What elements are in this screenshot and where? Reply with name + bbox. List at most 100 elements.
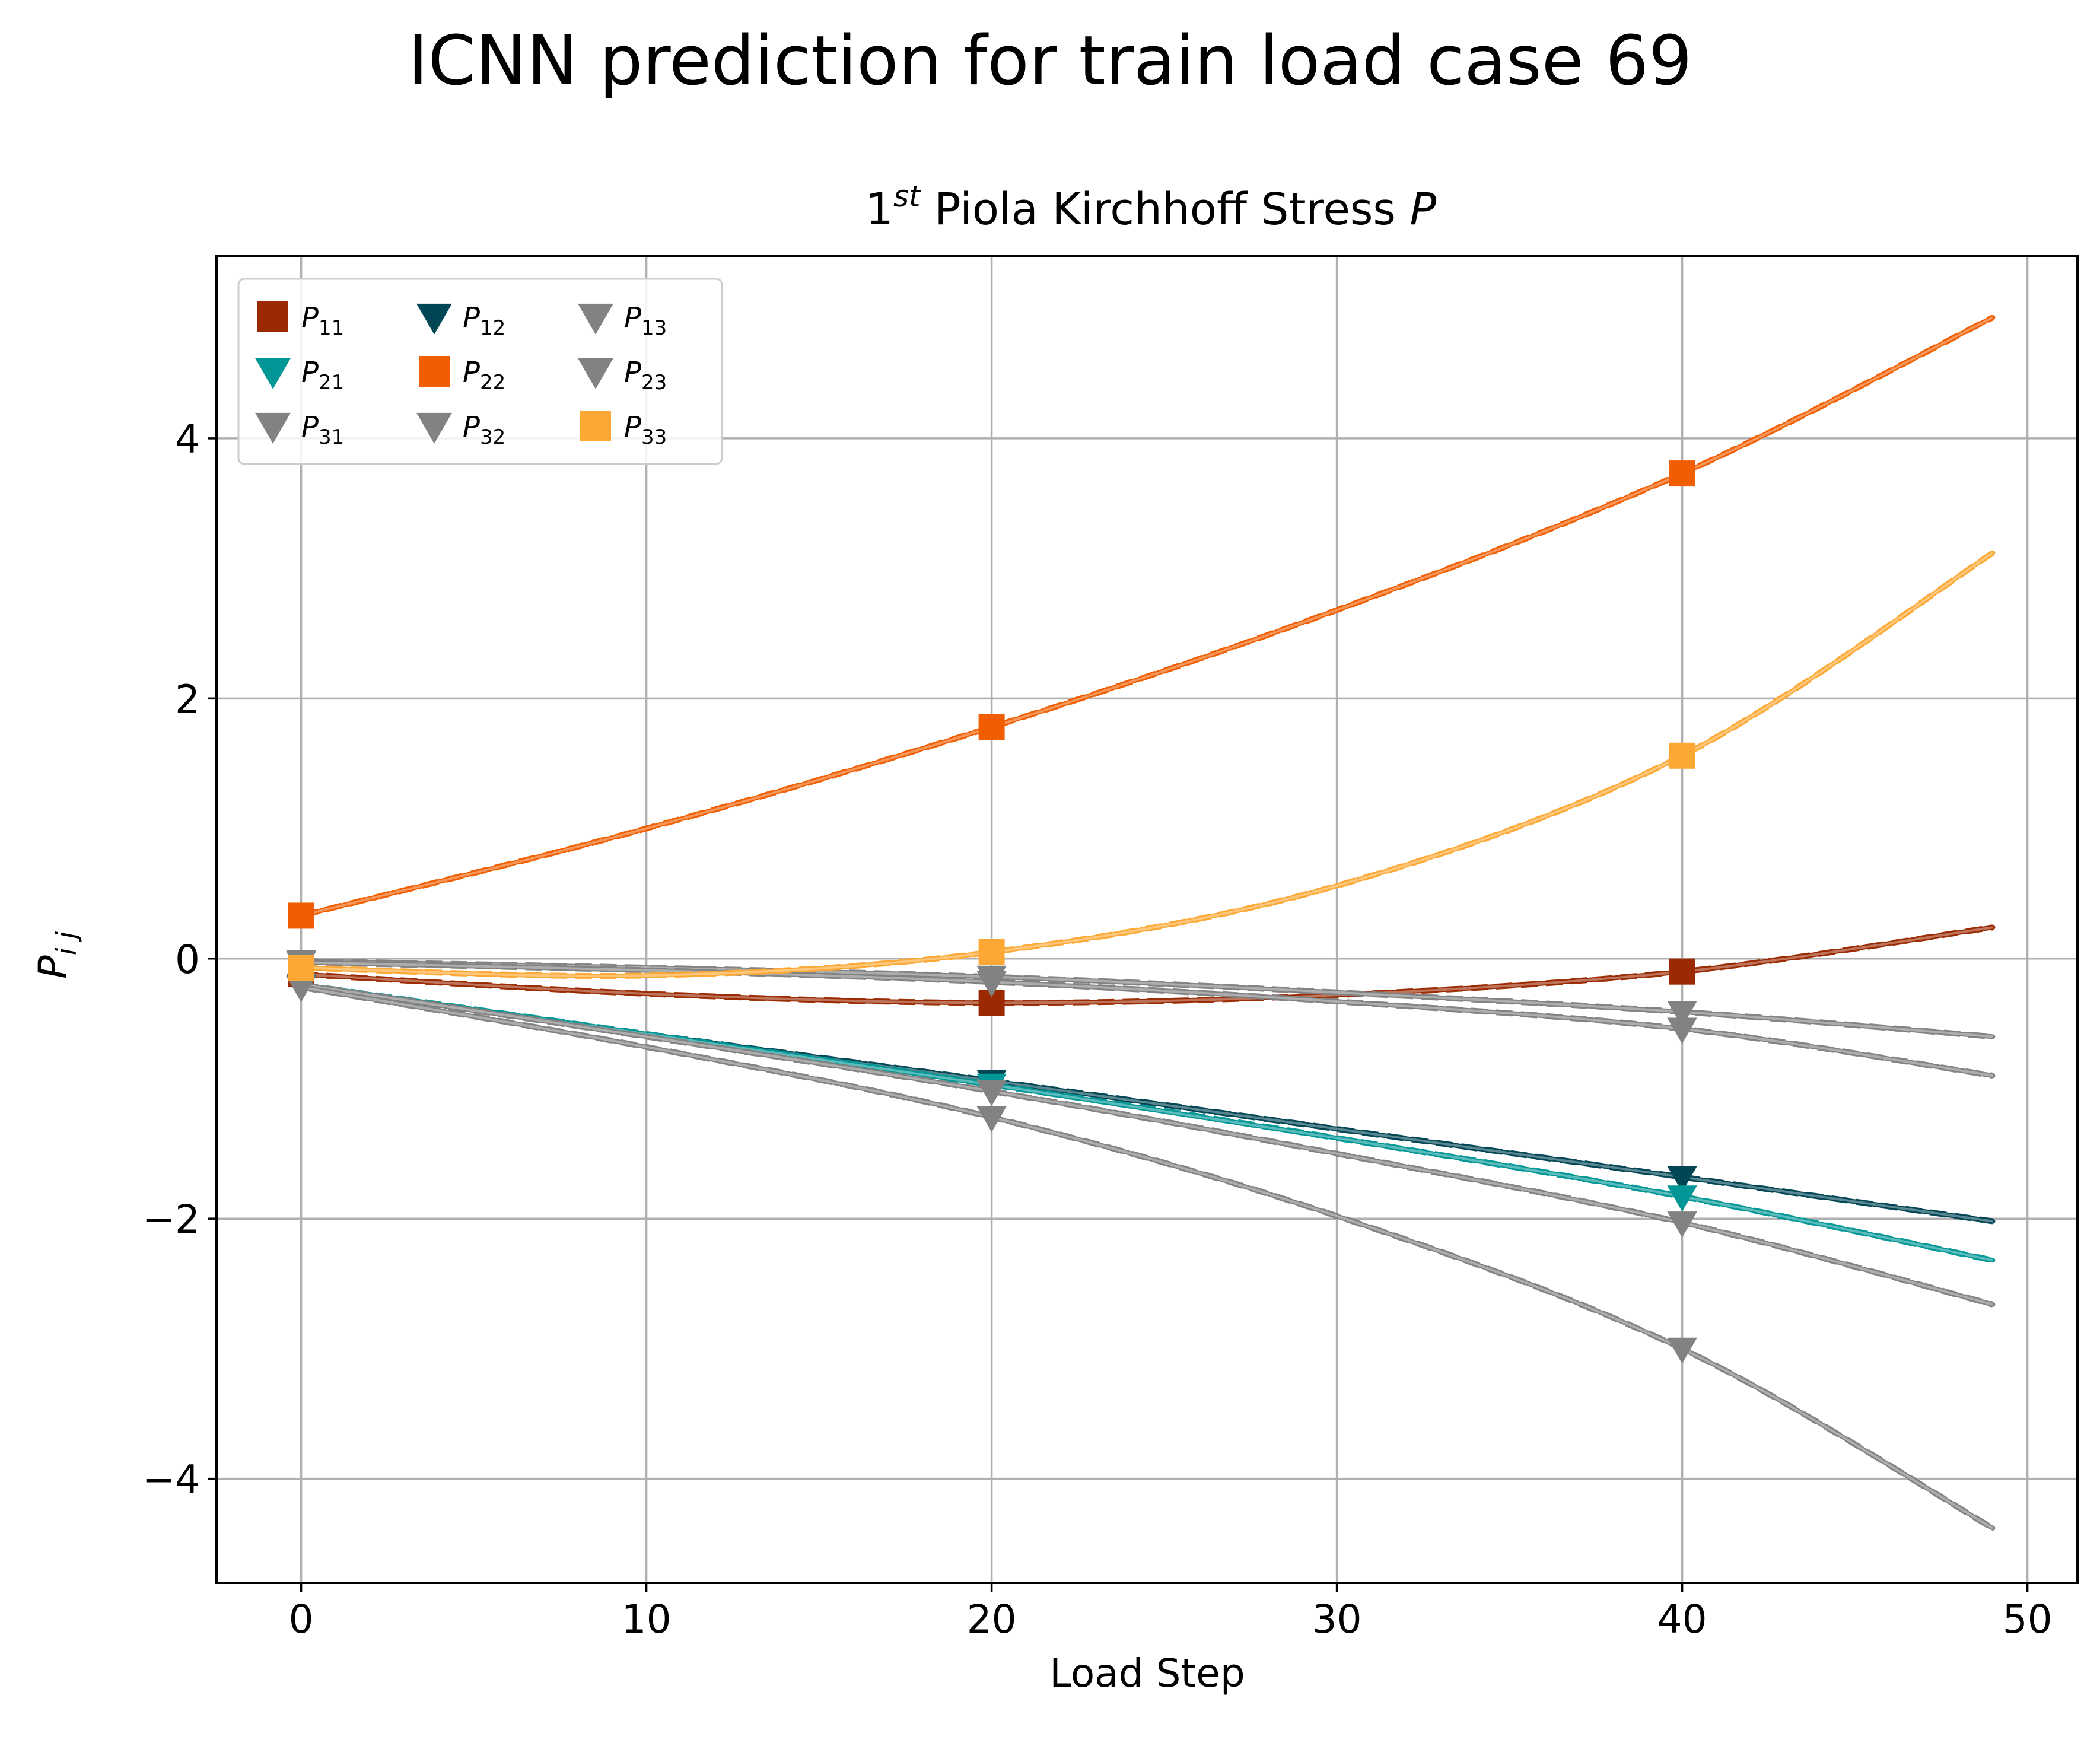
- legend-label-p23: P23: [624, 356, 667, 395]
- series-p11-highlight: [301, 926, 1993, 1004]
- legend-label-p12: P12: [463, 301, 505, 340]
- chart-title-italic: P: [1410, 184, 1437, 235]
- y-axis-label-base: P: [30, 955, 76, 979]
- series-layer: [286, 314, 1996, 1531]
- series-p23-point: [1667, 1017, 1697, 1044]
- legend-label-p13: P13: [624, 301, 667, 340]
- series-p21-dashed-line: [300, 981, 1994, 1264]
- series-p22-highlight: [301, 316, 1994, 917]
- series-p33: [288, 550, 1996, 981]
- y-tick-label: −2: [142, 1197, 200, 1242]
- series-p33-dashed-line: [301, 550, 1995, 979]
- series-p12-point: [1667, 1166, 1697, 1192]
- legend-entry-p22: P22: [419, 356, 505, 395]
- legend-label-sub: 21: [319, 371, 344, 395]
- legend-label-base: P: [301, 411, 319, 444]
- series-p31: [286, 973, 1996, 1308]
- legend-entry-p32: P32: [416, 411, 505, 449]
- series-p21-point: [1667, 1185, 1697, 1212]
- series-p33-point: [1669, 742, 1695, 769]
- legend-label-base: P: [624, 356, 641, 389]
- chart-title-sup: st: [893, 179, 922, 214]
- legend-entry-p33: P33: [580, 411, 667, 449]
- x-tick-label: 20: [967, 1596, 1017, 1642]
- series-p22-point: [288, 902, 314, 929]
- series-p32-highlight: [301, 986, 1994, 1529]
- legend-label-base: P: [463, 301, 480, 335]
- legend-label-base: P: [624, 411, 641, 444]
- x-axis-label: Load Step: [1049, 1650, 1245, 1696]
- legend-entry-p12: P12: [416, 301, 505, 340]
- legend-marker-p32: [416, 412, 452, 444]
- series-p32-dashed-line: [300, 984, 1994, 1531]
- legend-label-p21: P21: [301, 356, 344, 395]
- legend-label-base: P: [301, 301, 319, 335]
- legend-label-sub: 31: [319, 425, 344, 449]
- series-p31-highlight: [301, 983, 1993, 1306]
- plot-frame: [215, 255, 2079, 1584]
- series-p33-point: [288, 955, 314, 981]
- figure-title: ICNN prediction for train load case 69: [408, 21, 1692, 101]
- legend-label-p33: P33: [624, 411, 667, 449]
- series-p32-point: [976, 1106, 1007, 1133]
- series-p22-point: [978, 714, 1005, 740]
- legend-label-p22: P22: [463, 356, 505, 395]
- legend-marker-p23: [578, 358, 613, 389]
- series-p31-point: [976, 1080, 1007, 1106]
- legend-marker-p33: [580, 411, 611, 441]
- x-tick-label: 30: [1312, 1596, 1362, 1642]
- x-tick-label: 50: [2003, 1596, 2053, 1642]
- legend-marker-p12: [416, 303, 452, 335]
- series-p33-highlight: [301, 552, 1994, 978]
- series-p13-point: [1667, 1000, 1697, 1027]
- legend-label-sub: 23: [641, 371, 667, 395]
- legend-entry-p11: P11: [257, 301, 344, 340]
- legend-marker-p13: [578, 303, 613, 335]
- legend-label-p32: P32: [463, 411, 505, 449]
- legend-marker-p21: [255, 358, 291, 389]
- legend-marker-p11: [257, 301, 288, 332]
- legend-label-sub: 13: [641, 316, 667, 340]
- chart-title-base: 1: [866, 184, 893, 235]
- series-p32: [286, 976, 1996, 1531]
- y-tick-label: 0: [175, 937, 200, 982]
- x-tick-label: 0: [289, 1596, 314, 1642]
- legend-entry-p23: P23: [578, 356, 667, 395]
- series-p23-dashed-line: [301, 959, 1994, 1079]
- x-tick-label: 10: [622, 1596, 672, 1642]
- series-p31-line: [298, 982, 1996, 1307]
- legend-entry-p13: P13: [578, 301, 667, 340]
- chart-title: 1st Piola Kirchhoff Stress P: [866, 179, 1437, 235]
- series-p31-point: [1667, 1211, 1697, 1238]
- legend-label-base: P: [463, 356, 480, 389]
- y-axis-label-sub: i j: [50, 931, 82, 955]
- series-p11-dashed-line: [301, 924, 1994, 1006]
- legend-entry-p31: P31: [255, 411, 344, 449]
- series-p11-point: [1669, 958, 1695, 985]
- x-tick-label: 40: [1657, 1596, 1707, 1642]
- series-p22-point: [1669, 460, 1695, 487]
- legend-marker-p31: [255, 412, 291, 444]
- legend-label-base: P: [301, 356, 319, 389]
- series-p12-dashed-line: [300, 982, 1994, 1225]
- series-p32-point: [1667, 1337, 1697, 1364]
- series-p22: [288, 314, 1996, 929]
- legend-label-sub: 22: [480, 371, 505, 395]
- series-p22-dashed-line: [300, 314, 1994, 919]
- ticks: 0 10 20 30 40 50 −4 −2 0 2 4: [142, 416, 2053, 1642]
- legend-entry-p21: P21: [255, 356, 344, 395]
- y-axis-label: Pi j: [30, 931, 82, 979]
- series-p33-point: [978, 939, 1005, 965]
- series-p32-point: [286, 976, 316, 1003]
- legend-label-sub: 12: [480, 316, 505, 340]
- legend-label-p31: P31: [301, 411, 344, 449]
- legend-label-p11: P11: [301, 301, 344, 340]
- chart-title-rest: Piola Kirchhoff Stress: [921, 184, 1410, 235]
- y-tick-label: 2: [175, 676, 200, 722]
- legend-label-base: P: [463, 411, 480, 444]
- series-p23: [286, 951, 1996, 1079]
- y-tick-label: −4: [142, 1457, 200, 1503]
